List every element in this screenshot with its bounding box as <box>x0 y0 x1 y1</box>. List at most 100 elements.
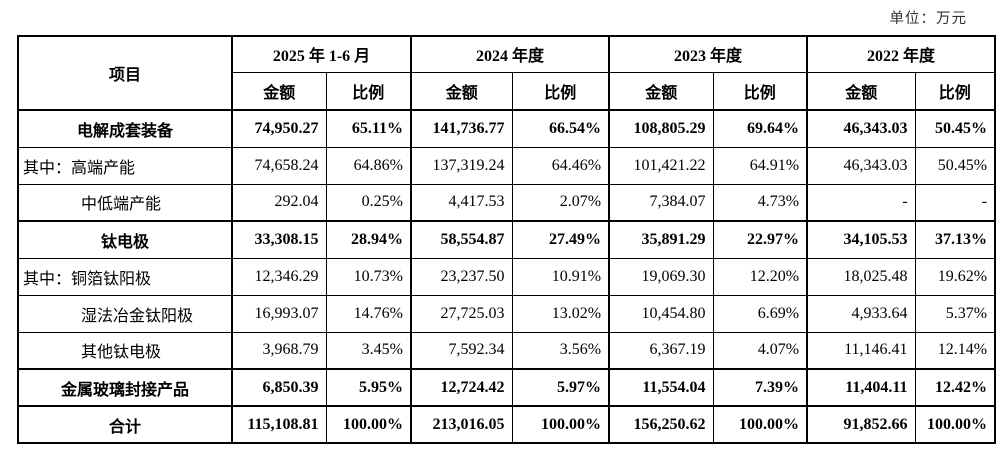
column-header-ratio: 比例 <box>914 71 996 111</box>
ratio-cell: 100.00% <box>914 405 996 444</box>
table-row: 中低端产能 292.04 0.25% 4,417.53 2.07% 7,384.07 4.7… <box>17 183 996 222</box>
row-label-cell: 湿法冶金钛阳极 <box>17 294 233 333</box>
column-header-item: 项目 <box>17 35 233 111</box>
ratio-cell: 10.91% <box>511 257 610 296</box>
ratio-cell: 100.00% <box>511 405 610 444</box>
ratio-cell: 100.00% <box>712 405 808 444</box>
ratio-cell: 4.73% <box>712 183 808 222</box>
ratio-cell: - <box>914 183 996 222</box>
ratio-cell: 12.20% <box>712 257 808 296</box>
amount-cell: 11,146.41 <box>806 331 916 370</box>
ratio-cell: 6.69% <box>712 294 808 333</box>
amount-cell: 213,016.05 <box>410 405 513 444</box>
row-label-cell: 电解成套装备 <box>17 109 233 148</box>
ratio-cell: 22.97% <box>712 220 808 259</box>
ratio-cell: 69.64% <box>712 109 808 148</box>
amount-cell: 10,454.80 <box>608 294 714 333</box>
ratio-cell: 50.45% <box>914 109 996 148</box>
amount-cell: 156,250.62 <box>608 405 714 444</box>
ratio-cell: 5.97% <box>511 368 610 407</box>
ratio-cell: 10.73% <box>325 257 412 296</box>
amount-cell: 7,384.07 <box>608 183 714 222</box>
row-label-cell: 中低端产能 <box>17 183 233 222</box>
ratio-cell: 19.62% <box>914 257 996 296</box>
amount-cell: 101,421.22 <box>608 146 714 185</box>
row-label-cell: 金属玻璃封接产品 <box>17 368 233 407</box>
row-label-cell: 钛电极 <box>17 220 233 259</box>
ratio-cell: 27.49% <box>511 220 610 259</box>
table-row: 其他钛电极 3,968.79 3.45% 7,592.34 3.56% 6,367.19 4… <box>17 331 996 370</box>
amount-cell: 74,658.24 <box>231 146 327 185</box>
ratio-cell: 12.42% <box>914 368 996 407</box>
ratio-cell: 4.07% <box>712 331 808 370</box>
ratio-cell: 65.11% <box>325 109 412 148</box>
column-header-amount: 金额 <box>608 71 714 111</box>
amount-cell: 46,343.03 <box>806 146 916 185</box>
ratio-cell: 12.14% <box>914 331 996 370</box>
table-row: 合计 115,108.81 100.00% 213,016.05 100.00% 156,… <box>17 405 996 444</box>
column-header-period-2025: 2025 年 1-6 月 <box>231 35 412 73</box>
amount-cell: 108,805.29 <box>608 109 714 148</box>
amount-cell: 11,404.11 <box>806 368 916 407</box>
amount-cell: 16,993.07 <box>231 294 327 333</box>
amount-cell: 7,592.34 <box>410 331 513 370</box>
revenue-breakdown-table: 项目 2025 年 1-6 月 2024 年度 2023 年度 2022 年度 … <box>17 35 997 444</box>
column-header-ratio: 比例 <box>325 71 412 111</box>
amount-cell: 74,950.27 <box>231 109 327 148</box>
ratio-cell: 64.86% <box>325 146 412 185</box>
table-row: 电解成套装备 74,950.27 65.11% 141,736.77 66.54% 108… <box>17 109 996 148</box>
ratio-cell: 28.94% <box>325 220 412 259</box>
ratio-cell: 50.45% <box>914 146 996 185</box>
amount-cell: 33,308.15 <box>231 220 327 259</box>
ratio-cell: 64.46% <box>511 146 610 185</box>
ratio-cell: 66.54% <box>511 109 610 148</box>
amount-cell: 11,554.04 <box>608 368 714 407</box>
row-label-cell: 其中：高端产能 <box>17 146 233 185</box>
ratio-cell: 100.00% <box>325 405 412 444</box>
ratio-cell: 7.39% <box>712 368 808 407</box>
ratio-cell: 64.91% <box>712 146 808 185</box>
amount-cell: 6,850.39 <box>231 368 327 407</box>
column-header-ratio: 比例 <box>712 71 808 111</box>
ratio-cell: 37.13% <box>914 220 996 259</box>
column-header-period-2024: 2024 年度 <box>409 35 610 73</box>
table-row: 其中：铜箔钛阳极 12,346.29 10.73% 23,237.50 10.91% 19… <box>17 257 996 296</box>
ratio-cell: 13.02% <box>511 294 610 333</box>
amount-cell: 23,237.50 <box>410 257 513 296</box>
column-header-amount: 金额 <box>410 71 513 111</box>
amount-cell: 35,891.29 <box>608 220 714 259</box>
ratio-cell: 5.37% <box>914 294 996 333</box>
table-row: 钛电极 33,308.15 28.94% 58,554.87 27.49% 35,891.… <box>17 220 996 259</box>
amount-cell: 3,968.79 <box>231 331 327 370</box>
amount-cell: 6,367.19 <box>608 331 714 370</box>
amount-cell: 91,852.66 <box>806 405 916 444</box>
ratio-cell: 0.25% <box>325 183 412 222</box>
amount-cell: 19,069.30 <box>608 257 714 296</box>
table-row: 其中：高端产能 74,658.24 64.86% 137,319.24 64.46% 10… <box>17 146 996 185</box>
ratio-cell: 3.56% <box>511 331 610 370</box>
ratio-cell: 3.45% <box>325 331 412 370</box>
row-label-cell: 其中：铜箔钛阳极 <box>17 257 233 296</box>
ratio-cell: 14.76% <box>325 294 412 333</box>
amount-cell: 4,933.64 <box>806 294 916 333</box>
ratio-cell: 5.95% <box>325 368 412 407</box>
amount-cell: 137,319.24 <box>410 146 513 185</box>
amount-cell: 141,736.77 <box>410 109 513 148</box>
amount-cell: - <box>806 183 916 222</box>
column-header-amount: 金额 <box>806 71 916 111</box>
amount-cell: 27,725.03 <box>410 294 513 333</box>
row-label-cell: 其他钛电极 <box>17 331 233 370</box>
column-header-period-2023: 2023 年度 <box>608 35 808 73</box>
table-row: 金属玻璃封接产品 6,850.39 5.95% 12,724.42 5.97% 11,55… <box>17 368 996 407</box>
table-body: 电解成套装备 74,950.27 65.11% 141,736.77 66.54% 108… <box>17 109 996 444</box>
column-header-period-2022: 2022 年度 <box>806 35 996 73</box>
unit-label: 单位：万元 <box>889 11 967 27</box>
amount-cell: 12,724.42 <box>410 368 513 407</box>
amount-cell: 18,025.48 <box>806 257 916 296</box>
row-label-cell: 合计 <box>17 405 233 444</box>
column-header-amount: 金额 <box>231 71 327 111</box>
amount-cell: 34,105.53 <box>806 220 916 259</box>
column-header-ratio: 比例 <box>511 71 610 111</box>
table-row: 湿法冶金钛阳极 16,993.07 14.76% 27,725.03 13.02% 10,… <box>17 294 996 333</box>
